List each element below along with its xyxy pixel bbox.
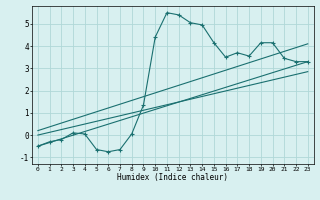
- X-axis label: Humidex (Indice chaleur): Humidex (Indice chaleur): [117, 173, 228, 182]
